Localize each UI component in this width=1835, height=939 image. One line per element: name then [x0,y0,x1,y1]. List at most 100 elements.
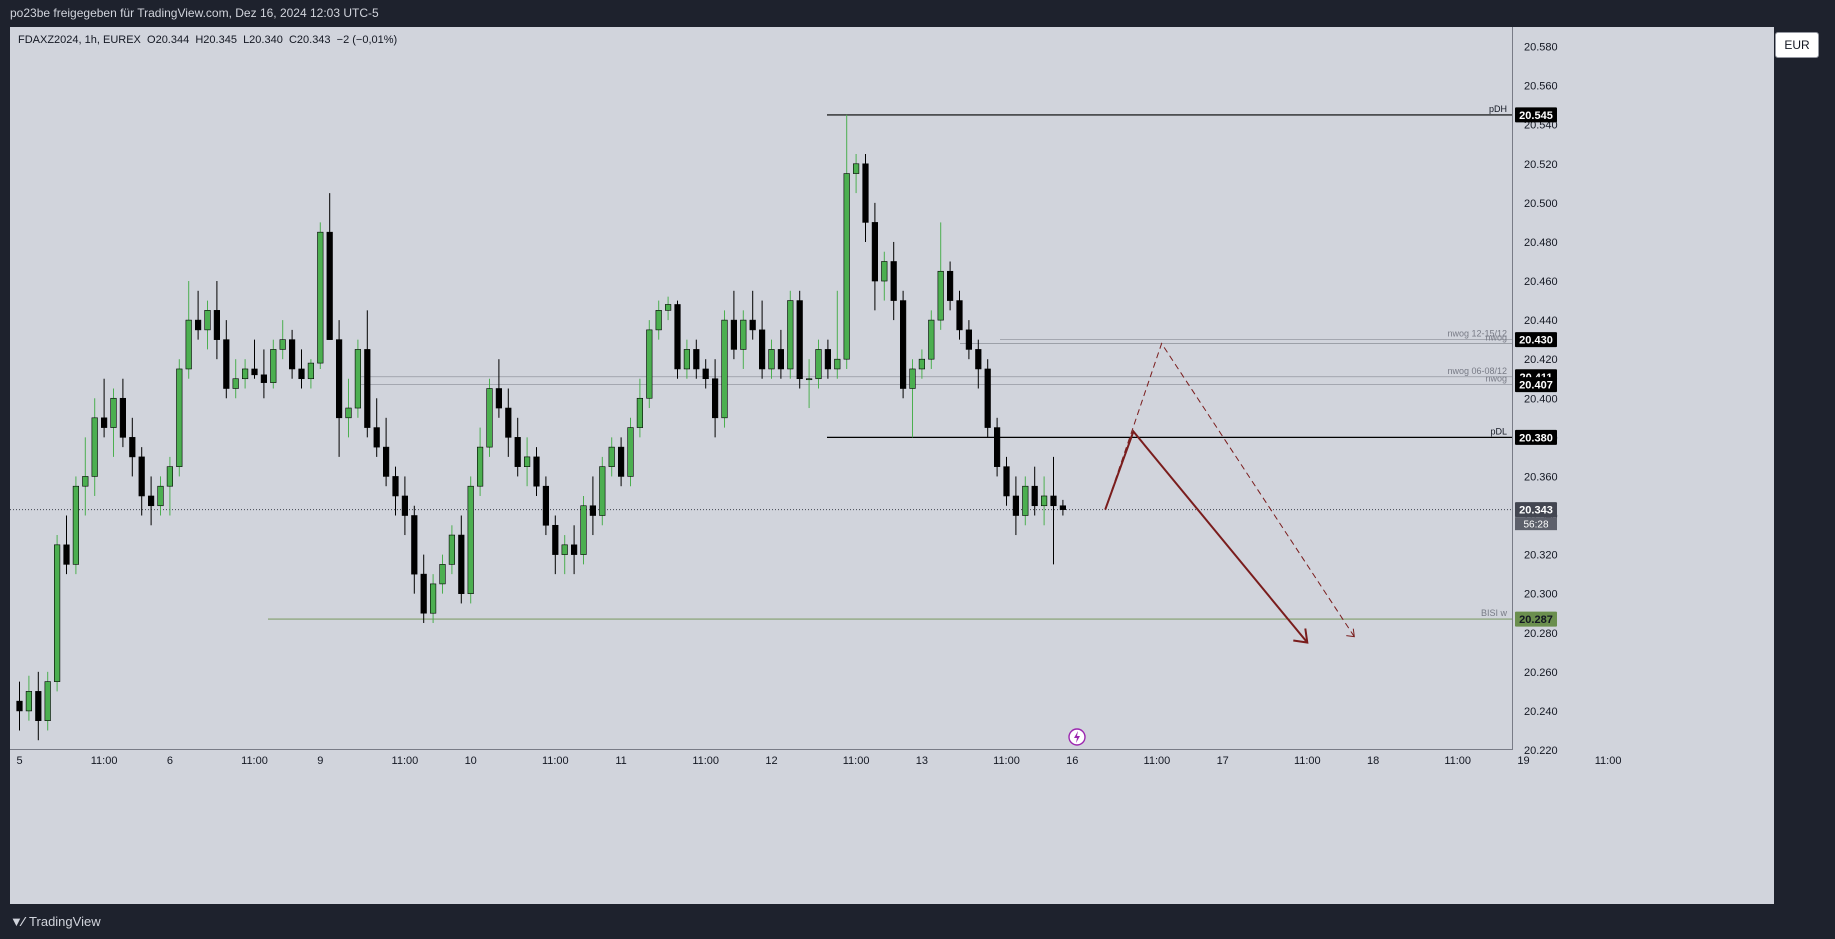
time-tick-label: 11:00 [993,755,1020,767]
candle-body [53,544,61,682]
candle-body [232,378,239,389]
ohlc-close: C20.343 [288,34,331,46]
candle-body [242,368,249,380]
candle-body [617,446,625,477]
candle-body [288,339,296,370]
candle-body [561,544,568,555]
ohlc-change: −2 (−0,01%) [336,34,398,46]
candle-body [664,304,672,311]
time-tick-label: 17 [1217,755,1229,767]
time-tick-label: 11:00 [1595,755,1622,767]
price-tag-label: 20.545 [1519,110,1553,122]
candle-body [928,319,935,360]
price-tick-label: 20.320 [1524,550,1558,562]
candle-body [401,495,409,516]
candle-body [674,304,681,370]
projection-arrowhead [1293,628,1309,644]
top-attribution-bar: po23be freigegeben für TradingView.com, … [0,0,1835,27]
projection-dashed-arrowhead [1346,628,1355,638]
candle-body [458,534,465,594]
candle-body [787,300,794,370]
time-tick-label: 16 [1066,755,1078,767]
candle-body [354,349,362,409]
candle-body [815,349,822,380]
candle-body [364,349,371,428]
candle-body [467,485,474,594]
time-tick-label: 11:00 [1444,755,1471,767]
currency-button[interactable]: EUR [1775,32,1819,58]
candle-body [411,515,418,575]
countdown-label: 56:28 [1523,520,1548,531]
candle-body [420,573,427,614]
candle-body [495,388,503,409]
time-tick-label: 11 [615,755,626,767]
level-label: nwog [1485,374,1507,384]
time-tick-label: 13 [916,755,928,767]
candle-body [937,270,944,321]
candle-body [251,368,258,376]
price-tag-bg [1515,502,1557,518]
candle-body [138,456,145,497]
candle-body [918,358,925,370]
price-tag-label: 20.343 [1519,505,1553,517]
candle-body [881,261,888,282]
time-axis-border [10,749,1512,750]
candle-body [862,163,869,223]
ohlc-high: H20.345 [195,34,237,46]
candle-body [25,691,33,712]
price-tick-label: 20.240 [1524,706,1558,718]
candle-body [608,446,615,467]
candle-body [1022,485,1029,516]
time-tick-label: 18 [1367,755,1379,767]
time-tick-label: 5 [16,755,22,767]
candle-body [805,378,813,381]
candle-body [1059,505,1066,510]
candle-body [552,524,559,555]
candle-body [740,319,747,350]
price-tag-bg [1515,611,1557,627]
price-tick-label: 20.300 [1524,589,1558,601]
candle-body [730,319,737,350]
countdown-tag-bg [1515,517,1557,531]
candle-body [768,349,775,370]
candle-body [119,397,126,438]
time-tick-label: 11:00 [91,755,118,767]
candle-body [570,544,578,555]
level-label: BISI w [1481,608,1508,618]
candle-body [852,163,860,174]
candle-body [279,339,286,350]
candle-body [655,310,662,331]
time-tick-label: 11:00 [542,755,569,767]
candle-body [956,300,963,331]
candle-body [683,349,690,370]
attribution-text: po23be freigegeben für TradingView.com, … [10,6,379,20]
price-tag-bg [1515,332,1557,348]
candle-body [476,446,484,487]
symbol-info: FDAXZ2024, 1h, EUREX [18,34,141,46]
brand-name: TradingView [29,914,101,929]
tradingview-brand[interactable]: ▼⁄ TradingView [10,914,101,929]
time-tick-label: 11:00 [1294,755,1321,767]
candle-body [176,368,183,467]
candle-body [63,544,70,565]
ohlc-low: L20.340 [243,34,283,46]
price-tag-label: 20.380 [1519,432,1553,444]
price-tag-bg [1515,429,1557,445]
price-tick-label: 20.360 [1524,471,1558,483]
candle-body [392,476,399,497]
price-tick-label: 20.460 [1524,276,1558,288]
candle-body [975,349,982,370]
candle-body [758,329,766,370]
candle-body [91,417,98,477]
level-label: nwog [1485,333,1507,343]
candle-body [129,437,136,458]
candle-body [44,681,51,721]
candle-body [946,270,954,301]
price-tick-label: 20.220 [1524,745,1558,757]
candle-body [843,173,850,360]
chart-panel[interactable] [10,27,1774,904]
candle-body [429,583,437,614]
candle-body [646,329,653,399]
candle-body [909,368,916,389]
